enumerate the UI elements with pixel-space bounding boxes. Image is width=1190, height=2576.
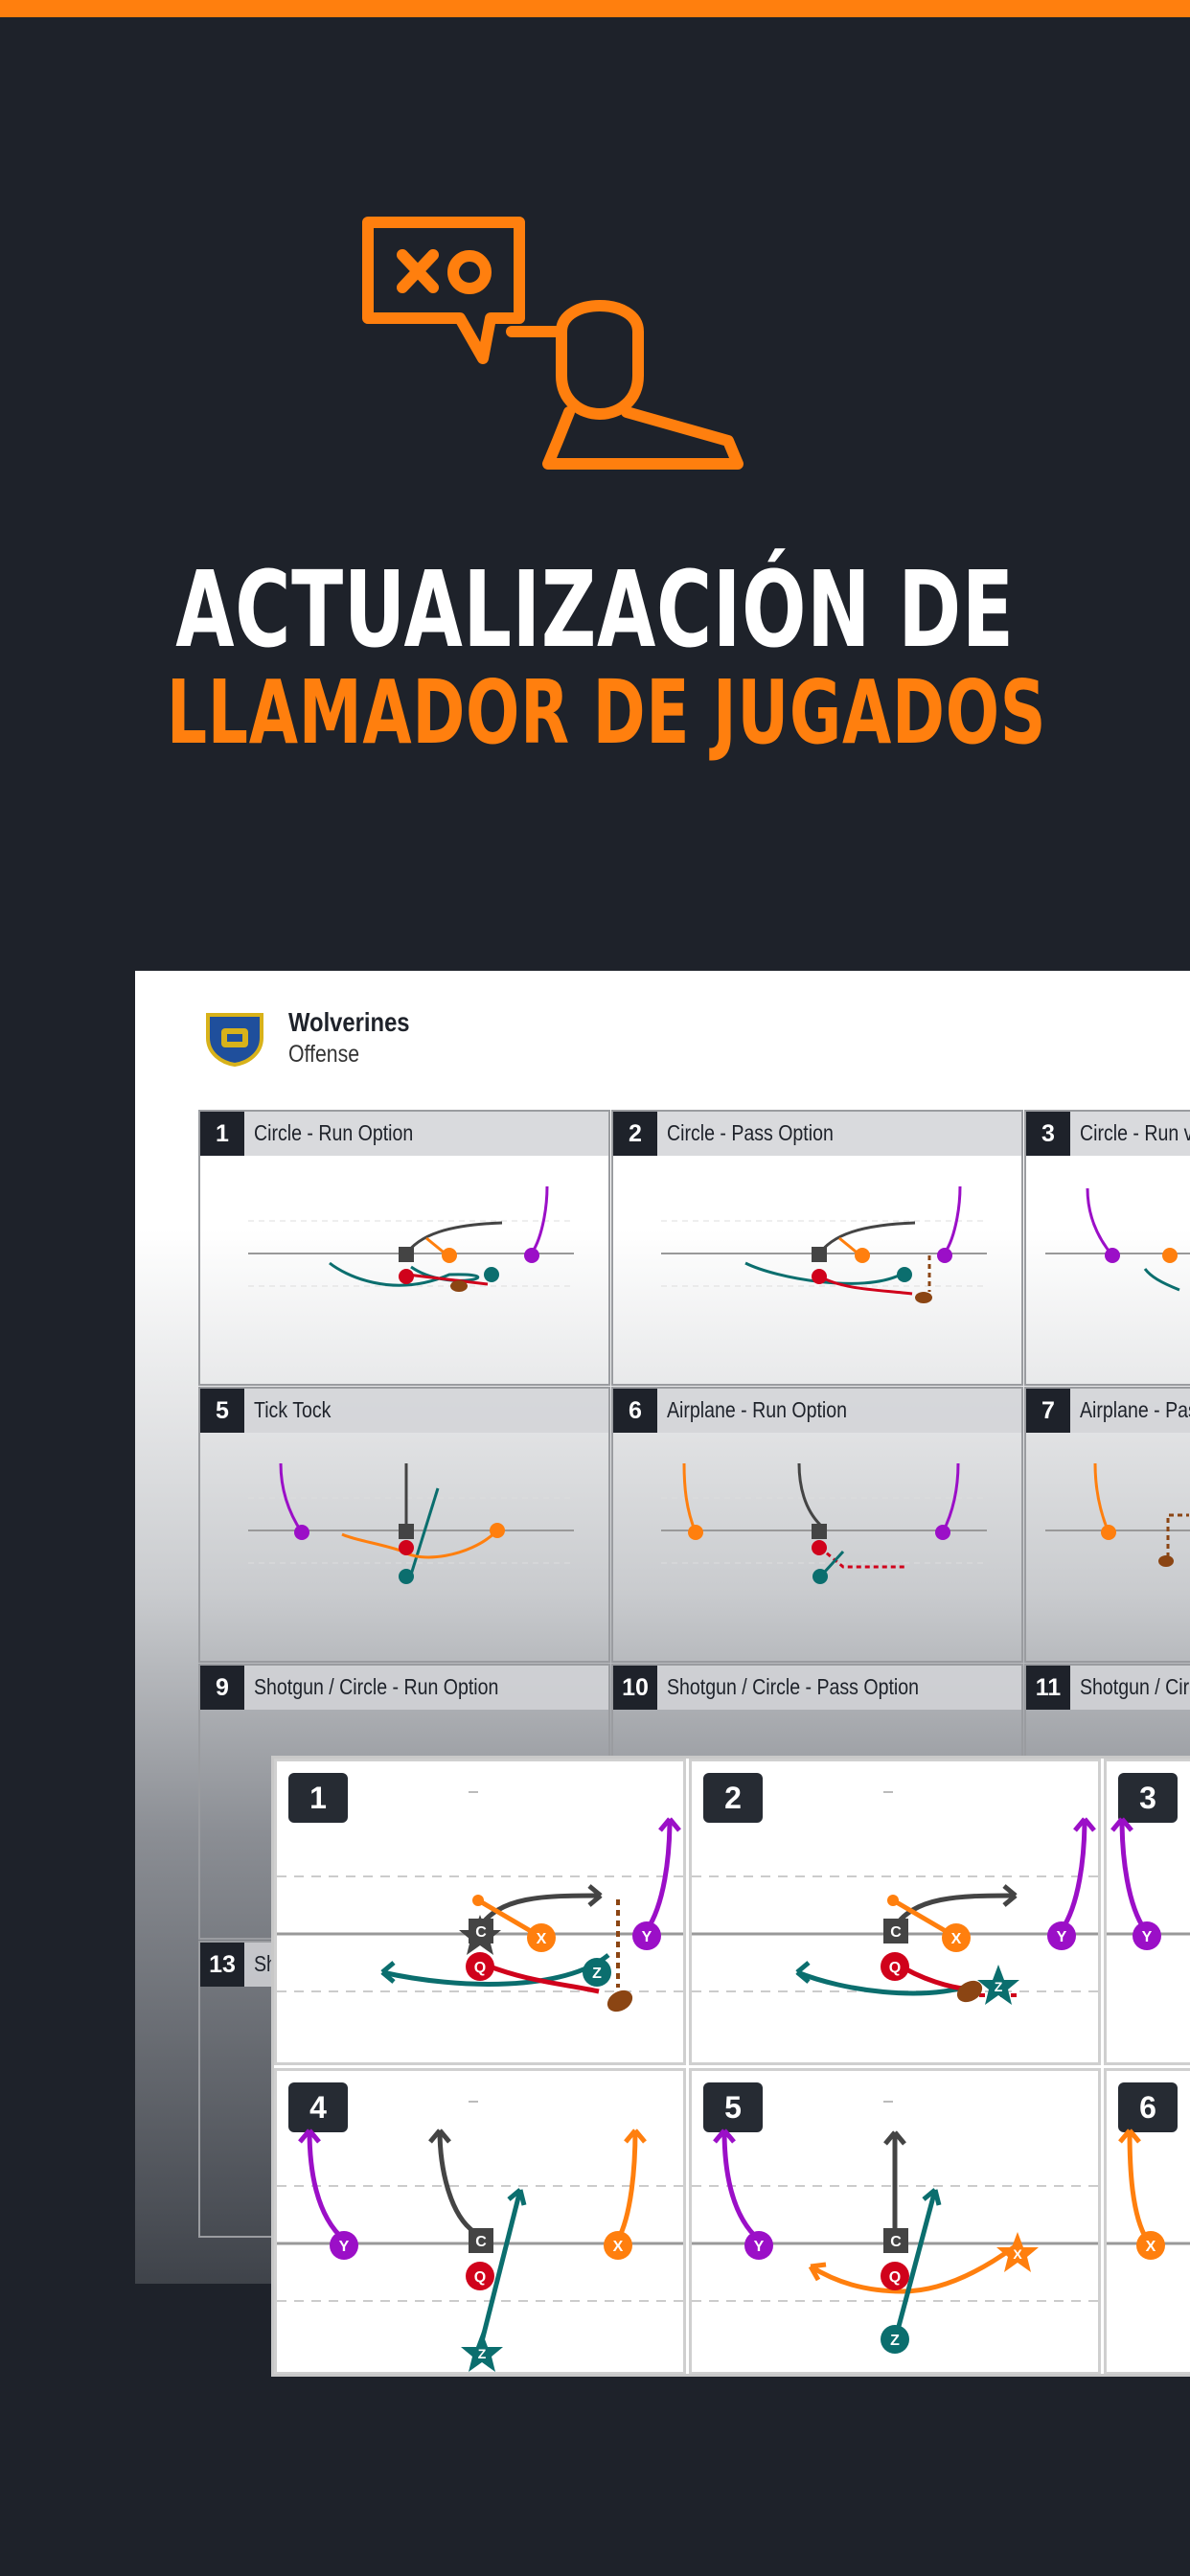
play-card[interactable]: 2 C Q X Y Z [689,1759,1101,2065]
play-diagram [661,1185,987,1303]
hero-title-line1: ACTUALIZACIÓN DE [175,548,1015,671]
play-cell[interactable]: 3 Circle - Run vs [1024,1110,1190,1386]
play-title: Shotgun / Circle - Pass Option [667,1674,919,1699]
play-diagram [661,1462,987,1584]
play-card-number: 3 [1118,1773,1178,1823]
play-card-number: 2 [703,1773,763,1823]
center-marker: C [475,2234,487,2250]
top-accent-bar [0,0,1190,17]
playbook-caller-icon [362,217,744,470]
play-card[interactable]: 1 C Q X Y Z [274,1759,686,2065]
x-receiver-marker: X [537,1931,547,1947]
play-card-diagram: C Q Y X Z [277,2101,683,2372]
play-title: Circle - Run vs [1080,1120,1190,1145]
play-header: 2 Circle - Pass Option [613,1112,1021,1156]
play-card-number: 5 [703,2082,763,2132]
y-receiver-marker: Y [754,2239,765,2255]
y-receiver-marker: Y [1057,1929,1067,1945]
play-number: 5 [200,1389,244,1433]
team-name: Wolverines [288,1007,410,1037]
play-caller-panel: 1 C Q X Y Z [271,1756,1190,2377]
play-number: 7 [1026,1389,1070,1433]
play-number: 2 [613,1112,657,1156]
play-card[interactable]: 4 C Q Y X Z [274,2068,686,2374]
play-number: 9 [200,1666,244,1710]
quarterback-marker: Q [889,2269,901,2286]
play-diagram [248,1185,574,1292]
play-card[interactable]: 5 C Q Y X Z [689,2068,1101,2374]
play-title: Circle - Pass Option [667,1120,834,1145]
play-number: 11 [1026,1666,1070,1710]
play-number: 3 [1026,1112,1070,1156]
play-header: 3 Circle - Run vs [1026,1112,1190,1156]
y-receiver-marker: Y [1142,1929,1153,1945]
play-title: Airplane - Pass [1080,1397,1190,1422]
center-marker: C [475,1924,487,1941]
play-card[interactable]: 6 X [1104,2068,1190,2374]
play-header: 11 Shotgun / Circ [1026,1666,1190,1710]
z-receiver-marker: Z [478,2346,487,2361]
play-card-number: 4 [288,2082,348,2132]
play-header: 1 Circle - Run Option [200,1112,608,1156]
play-title: Airplane - Run Option [667,1397,848,1422]
play-cell[interactable]: 5 Tick Tock [198,1387,610,1663]
play-card-diagram: C Q X Y Z [692,1791,1098,2005]
play-card-diagram: X [1107,2128,1190,2260]
x-receiver-marker: X [613,2239,624,2255]
play-title: Shotgun / Circle - Run Option [254,1674,499,1699]
z-receiver-marker: Z [995,1979,1003,1994]
play-card-number: 1 [288,1773,348,1823]
x-receiver-marker: X [951,1931,962,1947]
team-subtitle: Offense [288,1041,360,1068]
play-card-diagram: C Q X Y Z [277,1791,683,2012]
play-header: 6 Airplane - Run Option [613,1389,1021,1433]
quarterback-marker: Q [474,2269,486,2286]
center-marker: C [890,1924,902,1941]
play-header: 5 Tick Tock [200,1389,608,1433]
play-cell[interactable]: 1 Circle - Run Option [198,1110,610,1386]
z-receiver-marker: Z [890,2333,900,2349]
play-header: 9 Shotgun / Circle - Run Option [200,1666,608,1710]
play-card-number: 6 [1118,2082,1178,2132]
play-title: Shotgun / Circ [1080,1674,1190,1699]
y-receiver-marker: Y [339,2239,350,2255]
play-cell[interactable]: 2 Circle - Pass Option [611,1110,1023,1386]
play-header: 7 Airplane - Pass [1026,1389,1190,1433]
quarterback-marker: Q [474,1960,486,1976]
play-number: 6 [613,1389,657,1433]
y-receiver-marker: Y [642,1929,652,1945]
play-diagram [1045,1187,1190,1292]
x-receiver-marker: X [1013,2246,1022,2262]
play-number: 10 [613,1666,657,1710]
play-cell[interactable]: 6 Airplane - Run Option [611,1387,1023,1663]
center-marker: C [890,2234,902,2250]
play-card-diagram: Y [1107,1817,1190,1950]
play-cell[interactable]: 7 Airplane - Pass [1024,1387,1190,1663]
play-diagram [248,1462,574,1584]
play-title: Circle - Run Option [254,1120,414,1145]
team-shield-logo [206,1013,263,1067]
play-card[interactable]: 3 Y [1104,1759,1190,2065]
play-header: 10 Shotgun / Circle - Pass Option [613,1666,1021,1710]
quarterback-marker: Q [889,1960,901,1976]
play-number: 13 [200,1943,244,1987]
z-receiver-marker: Z [592,1966,602,1982]
play-card-diagram: C Q Y X Z [692,2101,1098,2354]
x-receiver-marker: X [1146,2239,1156,2255]
play-title: Sh [254,1951,277,1976]
play-diagram [1045,1462,1190,1567]
hero-title-line2: LLAMADOR DE JUGADOS [166,661,1047,764]
play-title: Tick Tock [254,1397,332,1422]
play-number: 1 [200,1112,244,1156]
